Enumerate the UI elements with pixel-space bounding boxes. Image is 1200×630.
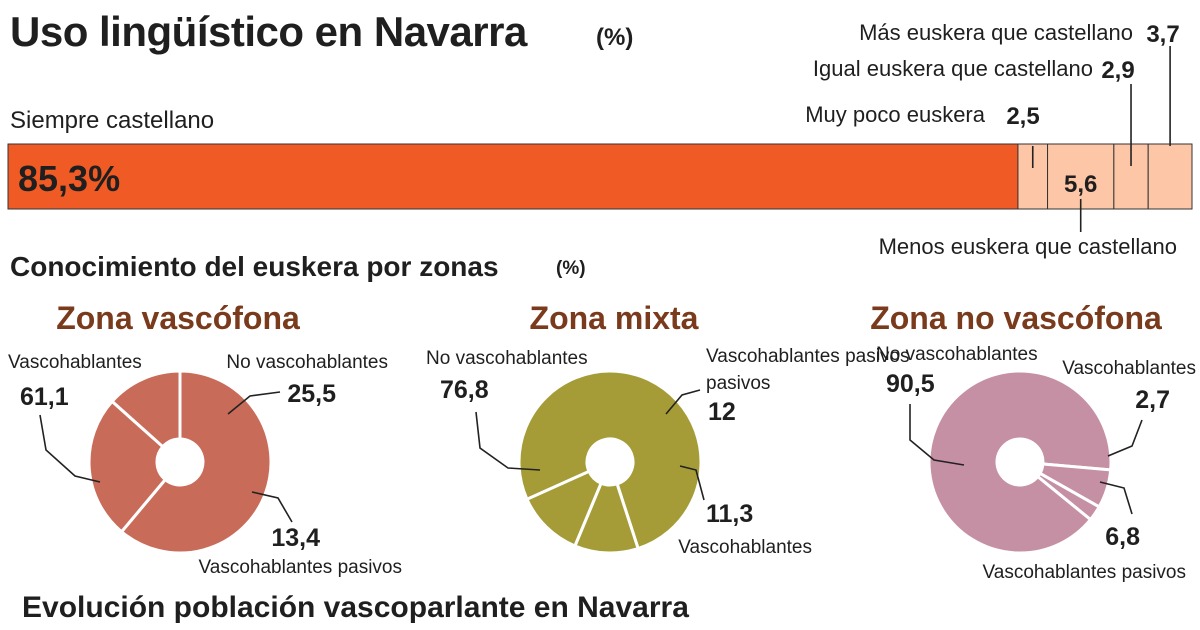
donut-mixta-label-pasivos-2: pasivos [706,373,770,394]
donut-no-vascofona-label-no-vascohablantes: No vascohablantes [876,344,1038,365]
donut-title-no-vascofona: Zona no vascófona [870,300,1162,336]
leader-no-vascofona-no-vascohablantes [909,404,965,466]
section-title-conocimiento-unit: (%) [556,258,586,279]
donut-3-slice-3 [1037,462,1113,509]
bar-value-mas: 3,7 [1146,21,1179,48]
donut-vascofona-label-vascohablantes: Vascohablantes [8,352,142,373]
leader-no-vascofona-pasivos [1099,481,1133,515]
donut-no-vascofona-label-pasivos: Vascohablantes pasivos [983,562,1187,583]
leader-vascofona-vascohablantes [39,414,101,483]
donut-1-slice-3 [110,369,182,449]
page-title: Uso lingüístico en Navarra [10,8,527,55]
leader-vascofona-no-vascohablantes [227,391,281,415]
donut-vascofona-value-pasivos: 13,4 [271,524,320,552]
leader-mixta-vascohablantes [679,465,705,501]
bar-label-muy-poco: Muy poco euskera [805,102,986,127]
donut-1-slice-2 [87,399,168,534]
donut-title-mixta: Zona mixta [530,300,699,336]
donut-title-vascofona: Zona vascófona [56,300,300,336]
donut-no-vascofona-label-vascohablantes: Vascohablantes [1062,358,1196,379]
bar-segment-1 [7,143,1019,210]
donut-mixta-value-vascohablantes: 11,3 [706,500,753,528]
donut-1-slice-1 [119,369,273,555]
donut-no-vascofona-value-vascohablantes: 2,7 [1135,386,1170,414]
donut-mixta-label-pasivos-1: Vascohablantes pasivos [706,346,910,367]
section-title-evolucion: Evolución población vascoparlante en Nav… [22,591,689,624]
donut-vascofona-value-no-vascohablantes: 25,5 [287,380,336,408]
donut-mixta-label-vascohablantes: Vascohablantes [678,537,812,558]
leader-vascofona-pasivos [251,491,293,523]
leader-mixta-pasivos [665,389,701,415]
donut-vascofona-label-no-vascohablantes: No vascohablantes [226,352,388,373]
donut-vascofona-value-vascohablantes: 61,1 [20,383,69,411]
donut-no-vascofona-value-pasivos: 6,8 [1105,523,1140,551]
bar-segment-5 [1147,143,1193,210]
donut-mixta-label-no-vascohablantes: No vascohablantes [426,348,588,369]
bar-label-igual: Igual euskera que castellano [813,56,1093,81]
bar-value-igual: 2,9 [1101,57,1134,84]
leader-mixta-no-vascohablantes [475,411,541,471]
donut-2-slice-3 [573,481,641,555]
donut-mixta-value-pasivos: 12 [708,398,736,426]
donut-no-vascofona-value-no-vascohablantes: 90,5 [886,370,935,398]
bar-value-siempre-castellano: 85,3% [18,158,120,199]
donut-2-slice-1 [517,369,703,551]
bar-label-menos: Menos euskera que castellano [879,234,1177,259]
donut-3-slice-1 [927,369,1113,555]
bar-value-menos: 5,6 [1064,171,1097,198]
section-title-conocimiento: Conocimiento del euskera por zonas [10,251,499,282]
donut-vascofona-label-pasivos: Vascohablantes pasivos [199,557,403,578]
bar-label-mas: Más euskera que castellano [859,20,1133,45]
bar-segment-3 [1047,143,1115,210]
bar-value-muy-poco: 2,5 [1006,103,1039,130]
bar-label-siempre-castellano: Siempre castellano [10,107,214,134]
donut-mixta-value-no-vascohablantes: 76,8 [440,376,489,404]
page-title-unit: (%) [596,24,634,51]
leader-no-vascofona-vascohablantes [1107,419,1143,457]
